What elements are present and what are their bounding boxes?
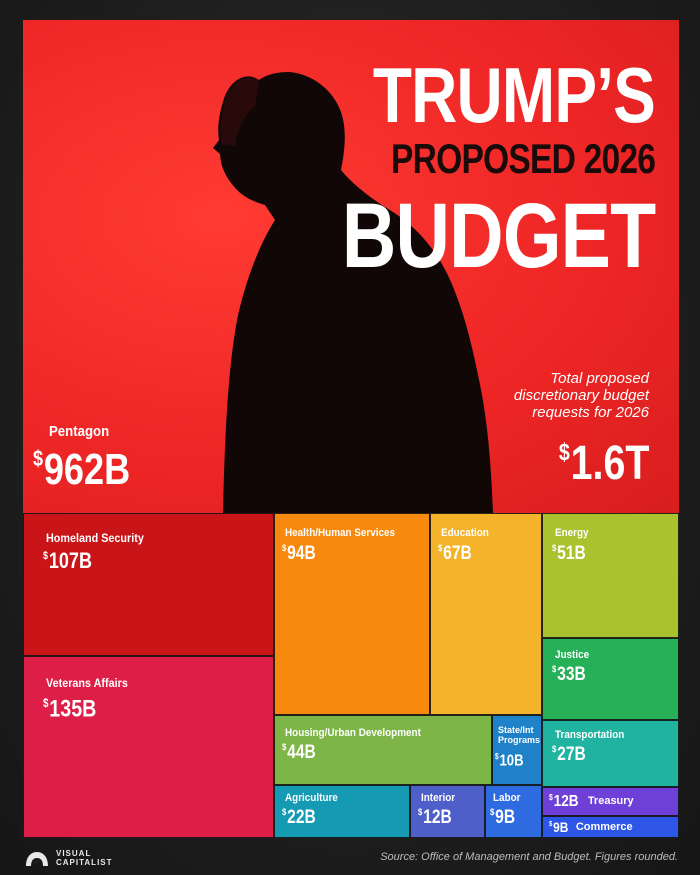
tile-commerce: $9B Commerce: [542, 816, 679, 838]
tile-value: $94B: [282, 543, 316, 564]
total-caption: Total proposed discretionary budget requ…: [513, 370, 649, 421]
tile-homeland-security: Homeland Security $107B: [23, 513, 274, 656]
tile-state-int-programs: State/Int Programs $10B: [492, 715, 542, 785]
tile-education: Education $67B: [430, 513, 542, 715]
tile-label: Health/Human Services: [285, 527, 396, 539]
tile-value: $9B: [490, 807, 516, 828]
tile-value: $67B: [438, 543, 472, 564]
tile-value: $12B: [549, 792, 579, 810]
tile-value: $27B: [552, 744, 586, 765]
tile-label: Treasury: [587, 794, 634, 807]
visual-capitalist-logo: VISUAL CAPITALIST: [24, 846, 113, 870]
tile-health-human-services: Health/Human Services $94B: [274, 513, 430, 715]
tile-energy: Energy $51B: [542, 513, 679, 638]
tile-label: Transportation: [555, 729, 625, 741]
tile-label: Justice: [555, 649, 590, 661]
pentagon-label: Pentagon: [49, 423, 110, 440]
pentagon-value: $962B: [33, 445, 131, 494]
tile-value: $12B: [418, 807, 452, 828]
tile-value: $9B: [549, 819, 569, 835]
tile-label: Labor: [493, 792, 521, 804]
tile-labor: Labor $9B: [485, 785, 542, 838]
total-value: $1.6T: [558, 437, 649, 490]
tile-label: Homeland Security: [46, 531, 144, 545]
pentagon-tile: TRUMP’S PROPOSED 2026 BUDGET Total propo…: [23, 20, 679, 513]
tile-value: $10B: [495, 752, 524, 770]
title-line-1: TRUMP’S: [372, 51, 656, 139]
tile-label: Housing/Urban Development: [285, 727, 421, 739]
tile-value: $44B: [282, 742, 316, 763]
tile-label: Energy: [555, 527, 589, 539]
tile-treasury: $12B Treasury: [542, 787, 679, 816]
tile-transportation: Transportation $27B: [542, 720, 679, 787]
tile-agriculture: Agriculture $22B: [274, 785, 410, 838]
tile-value: $51B: [552, 543, 586, 564]
tile-label: Education: [441, 527, 489, 539]
tile-value: $135B: [43, 695, 97, 723]
logo-icon: [26, 852, 48, 866]
source-note: Source: Office of Management and Budget.…: [380, 851, 678, 863]
tile-label: Veterans Affairs: [46, 676, 128, 690]
tile-label: Agriculture: [285, 792, 338, 804]
tile-label: Interior: [421, 792, 456, 804]
tile-value: $33B: [552, 664, 586, 685]
person-silhouette-icon: [213, 72, 493, 513]
tile-justice: Justice $33B: [542, 638, 679, 720]
tile-label: Commerce: [575, 820, 633, 833]
tile-veterans-affairs: Veterans Affairs $135B: [23, 656, 274, 838]
tile-interior: Interior $12B: [410, 785, 485, 838]
tile-value: $22B: [282, 807, 316, 828]
title-line-3: BUDGET: [341, 185, 655, 287]
tile-label: State/Int Programs: [498, 725, 541, 745]
title-line-2: PROPOSED 2026: [390, 135, 656, 182]
tile-housing-urban-development: Housing/Urban Development $44B: [274, 715, 492, 785]
tile-value: $107B: [43, 548, 92, 573]
